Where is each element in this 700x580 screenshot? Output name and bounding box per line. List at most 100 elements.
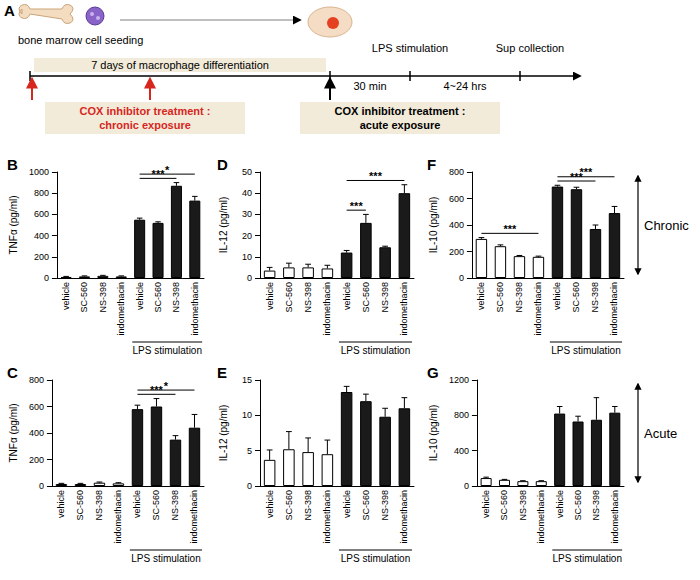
svg-text:NS-398: NS-398 [170, 490, 180, 521]
svg-text:vehicle: vehicle [265, 282, 275, 310]
svg-text:SC-560: SC-560 [573, 490, 583, 521]
svg-text:SC-560: SC-560 [75, 490, 85, 521]
svg-text:vehicle: vehicle [481, 490, 491, 518]
svg-text:SC-560: SC-560 [153, 282, 163, 313]
svg-text:400: 400 [454, 446, 469, 456]
svg-text:IL-10 (pg/ml): IL-10 (pg/ml) [428, 405, 439, 462]
svg-text:4~24 hrs: 4~24 hrs [443, 80, 487, 92]
svg-text:***: *** [369, 170, 383, 182]
svg-text:1200: 1200 [449, 375, 469, 385]
svg-text:*: * [165, 164, 170, 176]
svg-text:NS-398: NS-398 [380, 282, 390, 313]
svg-text:LPS stimulation: LPS stimulation [341, 553, 410, 564]
svg-text:indomethacin: indomethacin [322, 490, 332, 544]
svg-text:LPS stimulation: LPS stimulation [132, 345, 201, 356]
svg-text:COX inhibitor treatment :: COX inhibitor treatment : [335, 105, 466, 117]
svg-text:***: *** [350, 200, 364, 212]
svg-text:Chronic: Chronic [644, 218, 689, 233]
svg-text:200: 200 [34, 252, 49, 262]
svg-text:LPS stimulation: LPS stimulation [552, 553, 621, 564]
svg-text:***: *** [580, 166, 594, 178]
svg-text:LPS stimulation: LPS stimulation [551, 345, 620, 356]
svg-text:indomethacin: indomethacin [189, 490, 199, 544]
svg-text:SC-560: SC-560 [361, 282, 371, 313]
svg-text:200: 200 [29, 455, 44, 465]
svg-text:0: 0 [247, 481, 252, 491]
svg-text:indomethacin: indomethacin [399, 490, 409, 544]
svg-text:vehicle: vehicle [555, 490, 565, 518]
svg-text:G: G [427, 364, 439, 381]
svg-text:400: 400 [34, 231, 49, 241]
svg-text:indomethacin: indomethacin [609, 282, 619, 336]
svg-text:15: 15 [242, 375, 252, 385]
svg-text:0: 0 [39, 481, 44, 491]
svg-text:600: 600 [449, 194, 464, 204]
svg-text:SC-560: SC-560 [284, 282, 294, 313]
svg-text:A: A [4, 2, 15, 19]
svg-text:20: 20 [242, 231, 252, 241]
svg-text:vehicle: vehicle [552, 282, 562, 310]
svg-text:IL-12 (pg/ml): IL-12 (pg/ml) [218, 405, 229, 462]
svg-text:LPS stimulation: LPS stimulation [341, 345, 410, 356]
svg-text:SC-560: SC-560 [495, 282, 505, 313]
svg-text:1000: 1000 [29, 167, 49, 177]
svg-text:NS-398: NS-398 [171, 282, 181, 313]
svg-text:600: 600 [34, 209, 49, 219]
svg-text:TNFα (pg/ml): TNFα (pg/ml) [8, 403, 19, 462]
svg-text:C: C [7, 364, 18, 381]
svg-text:vehicle: vehicle [476, 282, 486, 310]
svg-text:***: *** [504, 223, 518, 235]
svg-text:SC-560: SC-560 [361, 490, 371, 521]
svg-text:SC-560: SC-560 [151, 490, 161, 521]
svg-text:0: 0 [459, 273, 464, 283]
svg-text:vehicle: vehicle [342, 282, 352, 310]
svg-text:*: * [164, 380, 169, 392]
svg-text:TNFα (pg/ml): TNFα (pg/ml) [8, 195, 19, 254]
svg-text:0: 0 [247, 273, 252, 283]
svg-text:NS-398: NS-398 [94, 490, 104, 521]
svg-text:30 min: 30 min [353, 80, 386, 92]
svg-text:vehicle: vehicle [56, 490, 66, 518]
svg-text:30: 30 [242, 209, 252, 219]
svg-text:indomethacin: indomethacin [116, 282, 126, 336]
svg-text:IL-10 (pg/ml): IL-10 (pg/ml) [428, 197, 439, 254]
svg-text:vehicle: vehicle [135, 282, 145, 310]
svg-text:NS-398: NS-398 [591, 490, 601, 521]
svg-text:5: 5 [247, 446, 252, 456]
svg-text:chronic exposure: chronic exposure [99, 119, 191, 131]
svg-text:NS-398: NS-398 [98, 282, 108, 313]
svg-text:vehicle: vehicle [342, 490, 352, 518]
svg-text:600: 600 [29, 402, 44, 412]
svg-text:indomethacin: indomethacin [190, 282, 200, 336]
svg-text:40: 40 [242, 188, 252, 198]
svg-text:NS-398: NS-398 [518, 490, 528, 521]
svg-text:200: 200 [449, 247, 464, 257]
svg-text:SC-560: SC-560 [79, 282, 89, 313]
svg-text:bone marrow cell seeding: bone marrow cell seeding [18, 34, 143, 46]
svg-text:NS-398: NS-398 [303, 490, 313, 521]
svg-text:F: F [427, 156, 436, 173]
svg-text:SC-560: SC-560 [499, 490, 509, 521]
svg-text:acute exposure: acute exposure [360, 119, 441, 131]
svg-text:indomethacin: indomethacin [536, 490, 546, 544]
svg-text:10: 10 [242, 252, 252, 262]
svg-text:IL-12 (pg/ml): IL-12 (pg/ml) [218, 197, 229, 254]
svg-text:LPS stimulation: LPS stimulation [131, 553, 200, 564]
svg-text:NS-398: NS-398 [590, 282, 600, 313]
svg-text:7 days of macrophage different: 7 days of macrophage differentiation [91, 59, 269, 71]
svg-text:D: D [217, 156, 228, 173]
svg-text:B: B [7, 156, 18, 173]
svg-text:400: 400 [29, 428, 44, 438]
svg-text:400: 400 [449, 220, 464, 230]
svg-text:0: 0 [44, 273, 49, 283]
svg-text:Sup collection: Sup collection [496, 42, 565, 54]
svg-text:COX inhibitor treatment :: COX inhibitor treatment : [80, 105, 211, 117]
svg-text:10: 10 [242, 410, 252, 420]
svg-text:vehicle: vehicle [132, 490, 142, 518]
svg-text:E: E [217, 364, 227, 381]
svg-text:vehicle: vehicle [61, 282, 71, 310]
svg-text:800: 800 [449, 167, 464, 177]
svg-text:50: 50 [242, 167, 252, 177]
svg-text:NS-398: NS-398 [380, 490, 390, 521]
svg-text:vehicle: vehicle [265, 490, 275, 518]
